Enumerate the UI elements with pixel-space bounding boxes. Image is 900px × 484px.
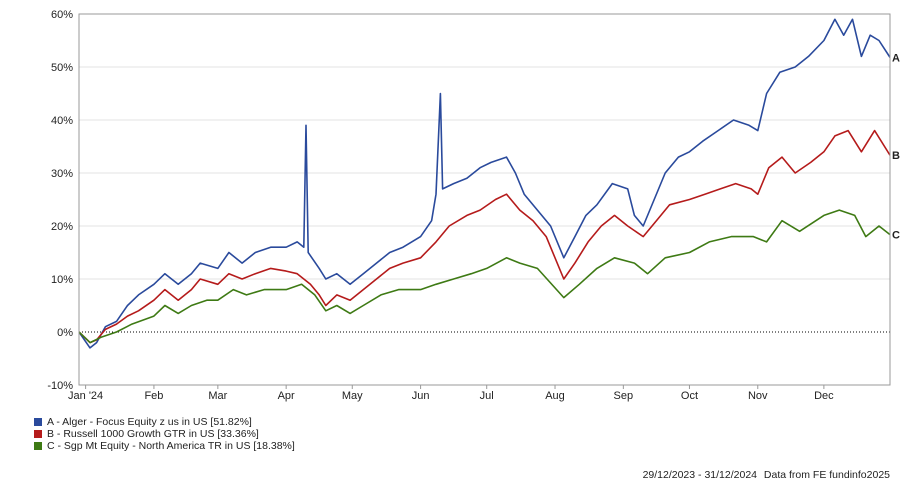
x-tick-label: Sep xyxy=(614,390,634,402)
series-end-label-a: A xyxy=(892,52,900,64)
y-axis-tick-labels: -10% 0% 10% 20% 30% 40% 50% 60% xyxy=(47,9,73,392)
series-end-label-c: C xyxy=(892,230,900,242)
y-tick-label: 40% xyxy=(51,115,73,127)
chart-footer: 29/12/2023 - 31/12/2024 Data from FE fun… xyxy=(639,469,890,481)
series-end-label-b: B xyxy=(892,150,900,162)
y-tick-label: 10% xyxy=(51,274,73,286)
legend-item-b: B - Russell 1000 Growth GTR in US [33.36… xyxy=(34,428,295,440)
y-tick-label: -10% xyxy=(47,380,73,392)
x-tick-label: Dec xyxy=(814,390,834,402)
y-tick-label: 30% xyxy=(51,168,73,180)
legend-swatch-c xyxy=(34,442,42,450)
x-tick-label: Oct xyxy=(681,390,698,402)
x-tick-label: Jun xyxy=(412,390,430,402)
x-tick-label: Aug xyxy=(545,390,565,402)
legend-swatch-b xyxy=(34,430,42,438)
x-axis-tick-labels: Jan '24 Feb Mar Apr May Jun Jul Aug Sep Oct Nov Dec xyxy=(68,385,834,402)
series-lines xyxy=(78,18,891,349)
series-line-c xyxy=(78,209,891,344)
x-tick-label: Feb xyxy=(144,390,163,402)
series-end-labels: A B C xyxy=(892,52,900,241)
date-range: 29/12/2023 - 31/12/2024 xyxy=(642,469,757,481)
x-tick-label: Mar xyxy=(208,390,227,402)
legend: A - Alger - Focus Equity z us in US [51.… xyxy=(34,416,295,452)
line-chart: -10% 0% 10% 20% 30% 40% 50% 60% Jan '24 Feb Mar Ap… xyxy=(47,9,900,402)
x-tick-label: Apr xyxy=(278,390,295,402)
data-source: Data from FE fundinfo2025 xyxy=(763,469,890,481)
x-tick-label: Nov xyxy=(748,390,768,402)
legend-item-a: A - Alger - Focus Equity z us in US [51.… xyxy=(34,416,295,428)
legend-label-c: C - Sgp Mt Equity - North America TR in … xyxy=(47,440,295,452)
legend-swatch-a xyxy=(34,418,42,426)
y-tick-label: 20% xyxy=(51,221,73,233)
series-line-a xyxy=(78,18,891,349)
y-tick-label: 50% xyxy=(51,62,73,74)
legend-label-a: A - Alger - Focus Equity z us in US [51.… xyxy=(47,416,252,428)
legend-label-b: B - Russell 1000 Growth GTR in US [33.36… xyxy=(47,428,259,440)
x-tick-label: May xyxy=(342,390,363,402)
legend-item-c: C - Sgp Mt Equity - North America TR in … xyxy=(34,440,295,452)
y-tick-label: 0% xyxy=(57,327,73,339)
gridlines xyxy=(79,66,890,333)
x-tick-label: Jul xyxy=(480,390,494,402)
y-tick-label: 60% xyxy=(51,9,73,21)
series-line-b xyxy=(78,129,891,344)
x-tick-label: Jan '24 xyxy=(68,390,103,402)
plot-frame xyxy=(78,13,891,386)
